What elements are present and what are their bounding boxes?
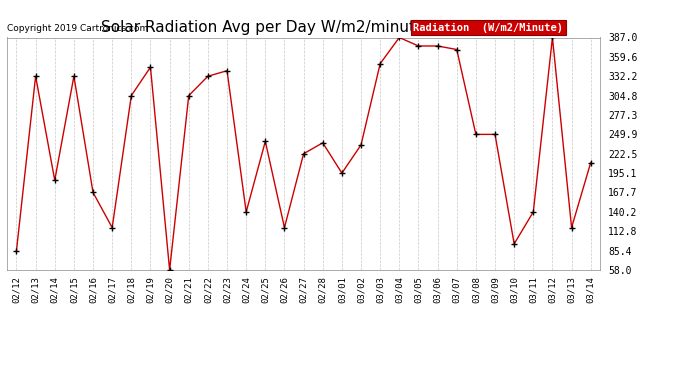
Title: Solar Radiation Avg per Day W/m2/minute 20190314: Solar Radiation Avg per Day W/m2/minute … <box>101 20 506 35</box>
Text: Copyright 2019 Cartronics.com: Copyright 2019 Cartronics.com <box>7 24 148 33</box>
Text: Radiation  (W/m2/Minute): Radiation (W/m2/Minute) <box>413 23 563 33</box>
